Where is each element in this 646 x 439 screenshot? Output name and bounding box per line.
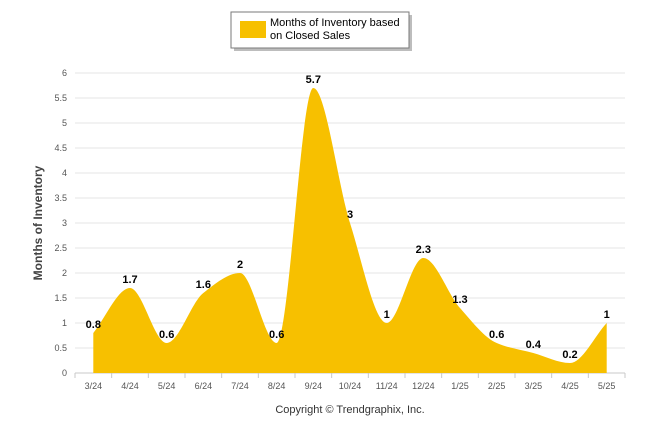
y-tick-label: 5.5 (54, 93, 67, 103)
data-label: 1 (604, 309, 610, 321)
x-tick-label: 3/24 (85, 381, 103, 391)
y-tick-label: 0 (62, 368, 67, 378)
data-label: 0.6 (159, 329, 174, 341)
x-axis: 3/24 4/24 5/24 6/24 7/24 8/24 9/24 10/24 11/24 12… (74, 373, 626, 391)
legend-label-line-2: on Closed Sales (270, 30, 351, 42)
y-axis-title: Months of Inventory (31, 165, 45, 280)
y-tick-label: 0.5 (54, 343, 67, 353)
x-tick-label: 2/25 (488, 381, 506, 391)
x-tick-label: 11/24 (376, 381, 398, 391)
y-tick-label: 2.5 (54, 243, 67, 253)
data-label: 1.6 (196, 279, 211, 291)
series-area (93, 88, 607, 373)
x-tick-label: 12/24 (412, 381, 435, 391)
y-tick-label: 2 (62, 268, 67, 278)
y-tick-label: 4 (62, 168, 67, 178)
data-label: 0.8 (86, 319, 101, 331)
x-tick-label: 1/25 (451, 381, 469, 391)
x-tick-label: 5/24 (158, 381, 176, 391)
data-label: 5.7 (306, 74, 321, 86)
data-label: 3 (347, 209, 353, 221)
data-label: 0.4 (526, 339, 542, 351)
data-labels: 0.8 1.7 0.6 1.6 2 0.6 5.7 3 1 2.3 1.3 0.6 0.4 0.2 1 (86, 74, 610, 361)
data-label: 0.2 (562, 349, 577, 361)
footer-copyright: Copyright © Trendgraphix, Inc. (275, 404, 424, 416)
y-tick-label: 1.5 (54, 293, 67, 303)
data-label: 2 (237, 259, 243, 271)
data-label: 0.6 (489, 329, 504, 341)
x-tick-label: 10/24 (339, 381, 362, 391)
y-tick-label: 5 (62, 118, 67, 128)
x-tick-label: 4/25 (561, 381, 579, 391)
data-label: 1 (384, 309, 390, 321)
x-tick-label: 7/24 (231, 381, 249, 391)
x-tick-label: 9/24 (305, 381, 323, 391)
x-tick-label: 3/25 (525, 381, 543, 391)
data-label: 0.6 (269, 329, 284, 341)
data-label: 1.7 (122, 274, 137, 286)
y-tick-label: 4.5 (54, 143, 67, 153)
x-tick-label: 4/24 (121, 381, 139, 391)
x-tick-label: 8/24 (268, 381, 286, 391)
x-tick-label: 5/25 (598, 381, 616, 391)
y-axis: 0 0.5 1 1.5 2 2.5 3 3.5 4 4.5 5 5.5 6 (54, 68, 67, 378)
y-tick-label: 3 (62, 218, 67, 228)
y-tick-label: 6 (62, 68, 67, 78)
y-tick-label: 3.5 (54, 193, 67, 203)
legend-swatch (240, 21, 266, 38)
legend: Months of Inventory based on Closed Sale… (230, 11, 412, 51)
data-label: 1.3 (452, 294, 467, 306)
x-tick-label: 6/24 (195, 381, 213, 391)
y-tick-label: 1 (62, 318, 67, 328)
data-label: 2.3 (416, 244, 431, 256)
legend-label-line-1: Months of Inventory based (270, 17, 400, 29)
